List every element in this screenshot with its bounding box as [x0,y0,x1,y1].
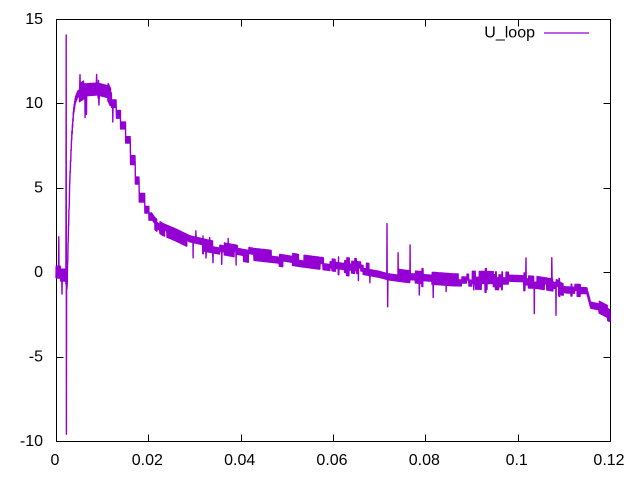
svg-text:0.08: 0.08 [409,452,440,469]
svg-text:0.1: 0.1 [506,452,528,469]
svg-text:0.06: 0.06 [316,452,347,469]
svg-text:0.02: 0.02 [132,452,163,469]
svg-text:0.04: 0.04 [224,452,255,469]
svg-text:-5: -5 [29,348,43,365]
svg-text:0.12: 0.12 [593,452,624,469]
svg-text:10: 10 [25,95,43,112]
svg-text:-10: -10 [20,433,43,450]
svg-text:0: 0 [34,264,43,281]
svg-text:U_loop: U_loop [484,25,535,42]
svg-text:15: 15 [25,11,43,28]
svg-text:5: 5 [34,180,43,197]
svg-text:0: 0 [51,452,60,469]
